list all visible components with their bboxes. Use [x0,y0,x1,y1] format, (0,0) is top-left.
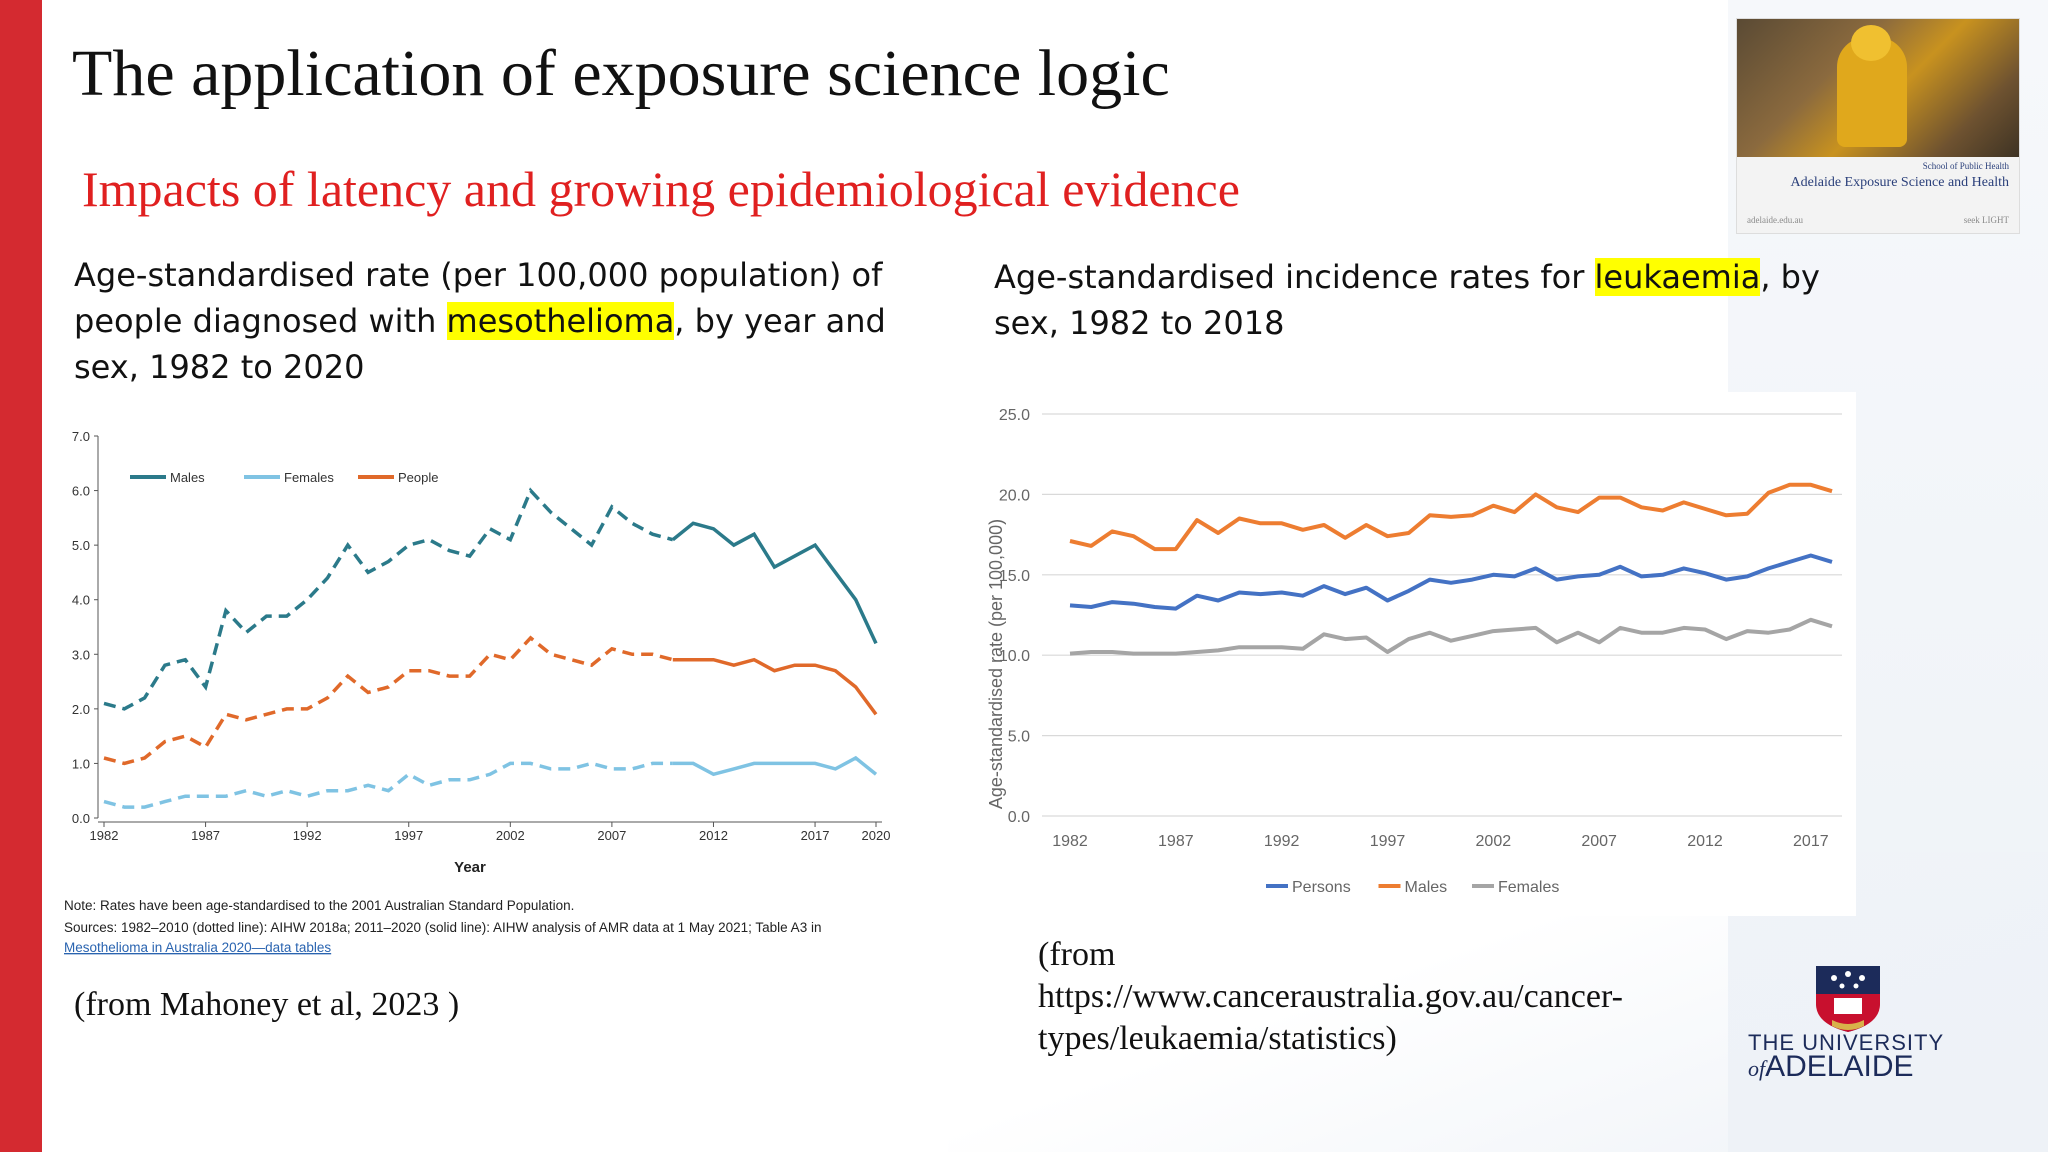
y-tick-label: 6.0 [72,484,90,499]
series-line-females [672,755,878,777]
y-tick-label: 7.0 [72,429,90,444]
right-chart-caption: Age-standardised incidence rates for leu… [994,254,1844,346]
series-line-males-dashed [103,487,674,711]
series-line-persons [1069,553,1833,611]
y-tick-label: 5.0 [1008,729,1030,746]
university-name-adelaide: ADELAIDE [1765,1050,1914,1083]
series-line-people [672,657,878,716]
x-tick-label: 1987 [1158,833,1194,850]
x-tick-label: 2017 [801,828,830,843]
legend-label: People [398,470,438,485]
x-tick-label: 2002 [496,828,525,843]
x-tick-label: 2012 [1687,833,1723,850]
x-tick-label: 1982 [90,828,119,843]
slide-accent-bar [0,0,42,1152]
caption-highlight: mesothelioma [446,302,675,340]
chart-note: Note: Rates have been age-standardised t… [64,898,574,913]
y-tick-label: 10.0 [999,648,1030,665]
caption-text: Age-standardised rate (per 100,000 popul… [74,256,883,340]
legend-label: Persons [1292,879,1351,896]
y-tick-label: 5.0 [72,538,90,553]
slide-title: The application of exposure science logi… [72,37,1170,110]
right-citation: (from https://www.canceraustralia.gov.au… [1038,934,1623,1060]
chart-sources: Sources: 1982–2010 (dotted line): AIHW 2… [64,920,821,935]
legend-label: Females [1498,879,1559,896]
thumbnail-url: adelaide.edu.au [1747,215,1803,225]
leukaemia-chart: 0.0 5.0 10.0 15.0 20.0 25.0 1982 1987 1992 1997 20… [986,407,1842,896]
university-crest [1816,966,1880,1032]
y-tick-label: 25.0 [999,407,1030,424]
y-tick-label: 4.0 [72,593,90,608]
x-tick-label: 1992 [1264,833,1300,850]
video-thumbnail[interactable]: School of Public Health Adelaide Exposur… [1736,18,2020,234]
chart-sources-link[interactable]: Mesothelioma in Australia 2020—data tabl… [64,940,331,955]
x-tick-label: 2007 [597,828,626,843]
legend-label: Females [284,470,334,485]
series-line-males [671,521,878,645]
y-tick-label: 15.0 [999,568,1030,585]
x-tick-label: 1987 [191,828,220,843]
thumbnail-school: School of Public Health [1922,161,2009,171]
series-line-males [1069,482,1833,552]
mesothelioma-chart: 0.0 1.0 2.0 3.0 4.0 5.0 6.0 7.0 1982 1987 1992 1997… [64,429,891,955]
y-tick-label: 0.0 [72,811,90,826]
x-tick-label: 1982 [1052,833,1088,850]
thumbnail-title: Adelaide Exposure Science and Health [1790,175,2009,190]
x-tick-label: 2020 [862,828,891,843]
x-tick-label: 2007 [1581,833,1617,850]
citation-link[interactable]: https://www.canceraustralia.gov.au/cance… [1038,978,1623,1015]
caption-highlight: leukaemia [1594,258,1761,296]
caption-text: , by sex, 1982 to 2018 [994,258,1820,342]
university-name-line2: ofADELAIDE [1748,1050,1914,1084]
citation-link[interactable]: types/leukaemia/statistics) [1038,1020,1397,1057]
x-axis-label: Year [454,859,486,876]
y-tick-label: 20.0 [999,487,1030,504]
left-chart-caption: Age-standardised rate (per 100,000 popul… [74,252,894,390]
y-tick-label: 1.0 [72,756,90,771]
thumbnail-tag: seek LIGHT [1963,215,2009,225]
left-citation: (from Mahoney et al, 2023 ) [74,986,460,1023]
x-tick-label: 2017 [1793,833,1829,850]
y-tick-label: 3.0 [72,647,90,662]
y-tick-label: 0.0 [1008,809,1030,826]
y-tick-label: 2.0 [72,702,90,717]
x-tick-label: 1997 [394,828,423,843]
x-tick-label: 2012 [699,828,728,843]
university-name-line1: THE UNIVERSITY [1748,1030,1945,1055]
series-line-people-dashed [103,635,674,766]
caption-text: Age-standardised incidence rates for [994,258,1595,296]
series-line-females-dashed [103,761,673,809]
worker-head [1851,25,1891,61]
university-name-of: of [1748,1056,1766,1081]
x-tick-label: 2002 [1476,833,1512,850]
x-tick-label: 1997 [1370,833,1406,850]
caption-text: , by year and sex, 1982 to 2020 [74,302,886,386]
series-line-females [1069,617,1833,656]
legend-label: Males [170,470,205,485]
y-axis-label: Age-standardised rate (per 100,000) [986,519,1006,809]
citation-line: (from [1038,936,1116,973]
x-tick-label: 1992 [293,828,322,843]
legend-label: Males [1405,879,1448,896]
slide-subtitle: Impacts of latency and growing epidemiol… [82,161,1240,217]
